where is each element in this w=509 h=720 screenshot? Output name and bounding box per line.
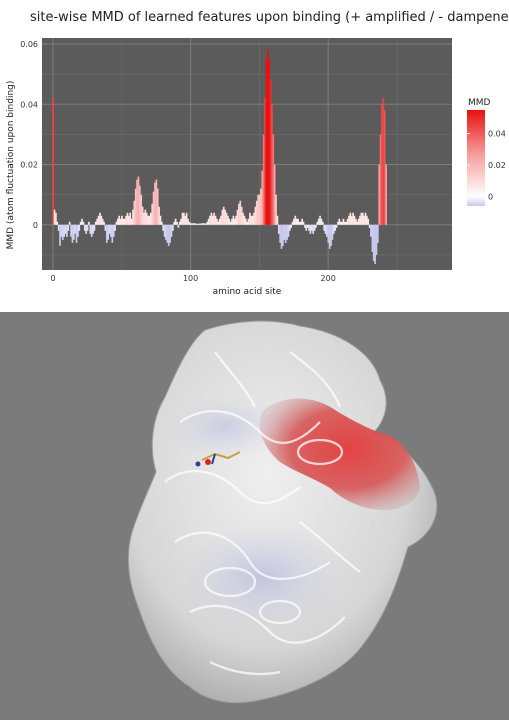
bar [88, 222, 90, 225]
legend-tick-label: 0 [488, 193, 493, 202]
legend-tick-label: 0.02 [488, 161, 506, 170]
bar [172, 225, 174, 231]
bar [290, 225, 292, 228]
mmd-bar-chart: 0 0.02 0.04 0.06 0 100 200 amino acid site MMD… [0, 0, 509, 312]
color-legend: MMD 0.04 0.02 0 [467, 98, 506, 206]
y-tick-label: 0.04 [20, 100, 38, 109]
bar [303, 222, 305, 225]
bar [69, 222, 71, 225]
bar [385, 165, 387, 225]
bar [94, 225, 96, 231]
bar [52, 98, 54, 225]
bar [87, 225, 89, 231]
legend-title: MMD [468, 98, 491, 108]
x-axis-label: amino acid site [213, 287, 282, 297]
bar [322, 222, 324, 225]
protein-surface [128, 321, 437, 703]
bar [114, 225, 116, 231]
y-tick-label: 0 [33, 221, 38, 230]
y-axis-label: MMD (atom fluctuation upon binding) [6, 81, 16, 250]
bar [176, 222, 178, 225]
x-tick-label: 100 [183, 274, 198, 283]
blue-mmd-region-upper [170, 397, 280, 457]
bar [377, 225, 379, 243]
bar [103, 222, 105, 225]
legend-tick-label: 0.04 [488, 130, 506, 139]
bar [83, 222, 85, 225]
bar [277, 216, 279, 225]
bar [56, 222, 58, 225]
y-tick-label: 0.06 [20, 40, 38, 49]
bar [161, 222, 163, 225]
plot-background [42, 38, 452, 270]
bar [315, 225, 317, 228]
bar [178, 225, 180, 228]
y-tick-label: 0.02 [20, 161, 38, 170]
bar [336, 225, 338, 228]
bar [78, 225, 80, 231]
blue-mmd-region [187, 527, 337, 627]
protein-surface-render [0, 312, 509, 720]
x-tick-label: 200 [321, 274, 336, 283]
protein-render-panel [0, 312, 509, 720]
bar [367, 219, 369, 225]
x-tick-label: 0 [50, 274, 55, 283]
chart-panel: site-wise MMD of learned features upon b… [0, 0, 509, 312]
bar [67, 225, 69, 231]
legend-colorbar [467, 110, 485, 206]
